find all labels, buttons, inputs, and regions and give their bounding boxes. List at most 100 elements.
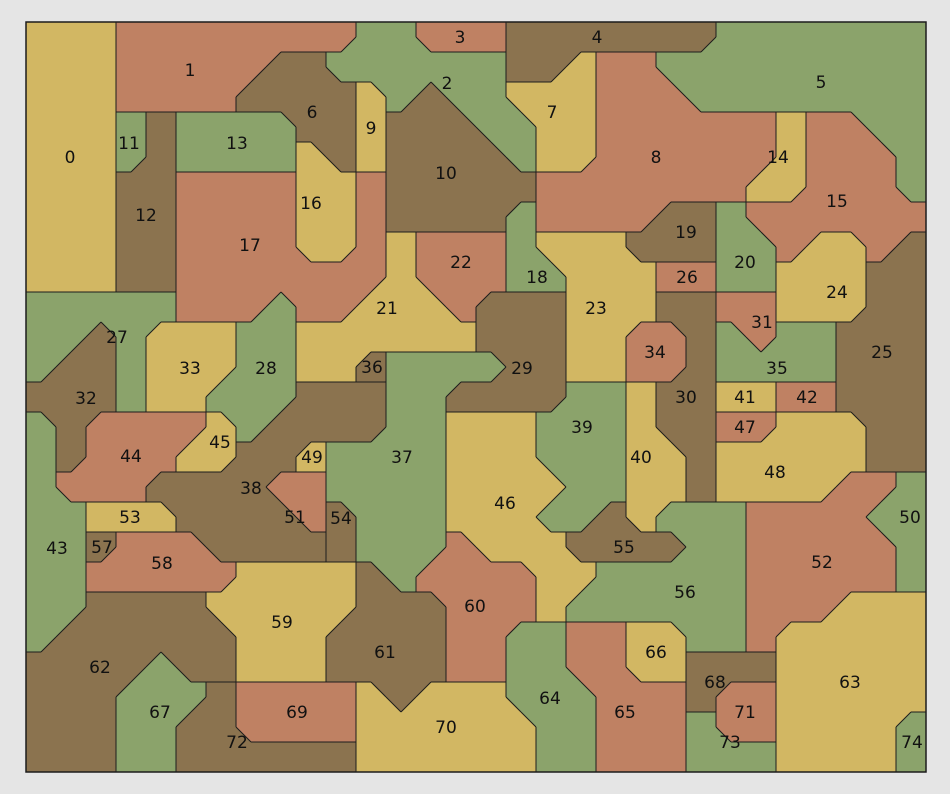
region-cell[interactable]	[746, 52, 776, 82]
region-cell[interactable]	[386, 232, 416, 262]
region-cell[interactable]	[56, 22, 86, 52]
region-cell[interactable]	[296, 352, 326, 382]
region-cell[interactable]	[176, 562, 206, 592]
region-cell[interactable]	[176, 112, 206, 142]
region-cell[interactable]	[896, 502, 926, 532]
region-cell[interactable]	[236, 682, 266, 712]
region-cell[interactable]	[326, 472, 356, 502]
region-cell[interactable]	[116, 532, 146, 562]
region-cell[interactable]	[446, 202, 476, 232]
region-cell[interactable]	[26, 592, 56, 622]
region-cell[interactable]	[596, 52, 626, 82]
region-cell[interactable]	[326, 682, 356, 712]
region-cell[interactable]	[116, 712, 146, 742]
region-cell[interactable]	[806, 682, 836, 712]
region-cell[interactable]	[716, 382, 746, 412]
region-cell[interactable]	[746, 532, 776, 562]
region-cell[interactable]	[536, 82, 566, 112]
region-cell[interactable]	[596, 652, 626, 682]
region-cell[interactable]	[26, 712, 56, 742]
region-cell[interactable]	[536, 532, 566, 562]
region-cell[interactable]	[506, 22, 536, 52]
region-cell[interactable]	[776, 682, 806, 712]
region-cell[interactable]	[746, 292, 776, 322]
region-cell[interactable]	[386, 592, 416, 622]
region-cell[interactable]	[26, 172, 56, 202]
region-cell[interactable]	[656, 472, 686, 502]
region-cell[interactable]	[716, 442, 746, 472]
region-cell[interactable]	[326, 712, 356, 742]
region-cell[interactable]	[296, 202, 326, 232]
region-cell[interactable]	[566, 322, 596, 352]
region-cell[interactable]	[896, 22, 926, 52]
region-cell[interactable]	[566, 442, 596, 472]
region-cell[interactable]	[116, 202, 146, 232]
region-cell[interactable]	[896, 322, 926, 352]
region-cell[interactable]	[506, 52, 536, 82]
region-cell[interactable]	[116, 232, 146, 262]
region-cell[interactable]	[566, 202, 596, 232]
region-cell[interactable]	[326, 262, 356, 292]
region-cell[interactable]	[236, 472, 266, 502]
region-cell[interactable]	[836, 502, 866, 532]
region-cell[interactable]	[476, 322, 506, 352]
region-cell[interactable]	[356, 622, 386, 652]
region-cell[interactable]	[476, 742, 506, 772]
region-cell[interactable]	[56, 52, 86, 82]
region-cell[interactable]	[566, 382, 596, 412]
region-cell[interactable]	[656, 232, 686, 262]
region-cell[interactable]	[116, 292, 146, 322]
region-cell[interactable]	[236, 172, 266, 202]
region-cell[interactable]	[386, 472, 416, 502]
region-cell[interactable]	[626, 52, 656, 82]
region-cell[interactable]	[686, 502, 716, 532]
region-cell[interactable]	[896, 412, 926, 442]
region-cell[interactable]	[746, 712, 776, 742]
region-cell[interactable]	[356, 502, 386, 532]
region-cell[interactable]	[236, 442, 266, 472]
region-cell[interactable]	[176, 172, 206, 202]
region-cell[interactable]	[656, 382, 686, 412]
region-cell[interactable]	[746, 442, 776, 472]
region-cell[interactable]	[446, 562, 476, 592]
region-cell[interactable]	[296, 292, 326, 322]
region-cell[interactable]	[746, 622, 776, 652]
region-cell[interactable]	[56, 112, 86, 142]
region-cell[interactable]	[866, 682, 896, 712]
region-cell[interactable]	[566, 112, 596, 142]
region-cell[interactable]	[626, 742, 656, 772]
region-cell[interactable]	[626, 412, 656, 442]
region-cell[interactable]	[866, 22, 896, 52]
region-cell[interactable]	[536, 22, 566, 52]
region-cell[interactable]	[596, 412, 626, 442]
region-cell[interactable]	[26, 232, 56, 262]
region-cell[interactable]	[686, 652, 716, 682]
region-cell[interactable]	[266, 172, 296, 202]
region-cell[interactable]	[116, 562, 146, 592]
region-cell[interactable]	[626, 682, 656, 712]
region-cell[interactable]	[446, 712, 476, 742]
region-cell[interactable]	[206, 712, 236, 742]
region-cell[interactable]	[656, 142, 686, 172]
region-cell[interactable]	[776, 712, 806, 742]
region-cell[interactable]	[806, 412, 836, 442]
region-cell[interactable]	[896, 382, 926, 412]
region-cell[interactable]	[596, 322, 626, 352]
region-cell[interactable]	[326, 532, 356, 562]
region-cell[interactable]	[626, 592, 656, 622]
region-cell[interactable]	[356, 232, 386, 262]
region-cell[interactable]	[716, 22, 746, 52]
region-cell[interactable]	[146, 622, 176, 652]
region-cell[interactable]	[656, 262, 686, 292]
region-cell[interactable]	[146, 202, 176, 232]
region-cell[interactable]	[446, 232, 476, 262]
region-cell[interactable]	[896, 262, 926, 292]
region-cell[interactable]	[446, 262, 476, 292]
region-cell[interactable]	[176, 352, 206, 382]
region-cell[interactable]	[776, 502, 806, 532]
region-cell[interactable]	[296, 82, 326, 112]
region-cell[interactable]	[536, 322, 566, 352]
region-cell[interactable]	[776, 292, 806, 322]
region-cell[interactable]	[56, 532, 86, 562]
region-cell[interactable]	[686, 472, 716, 502]
